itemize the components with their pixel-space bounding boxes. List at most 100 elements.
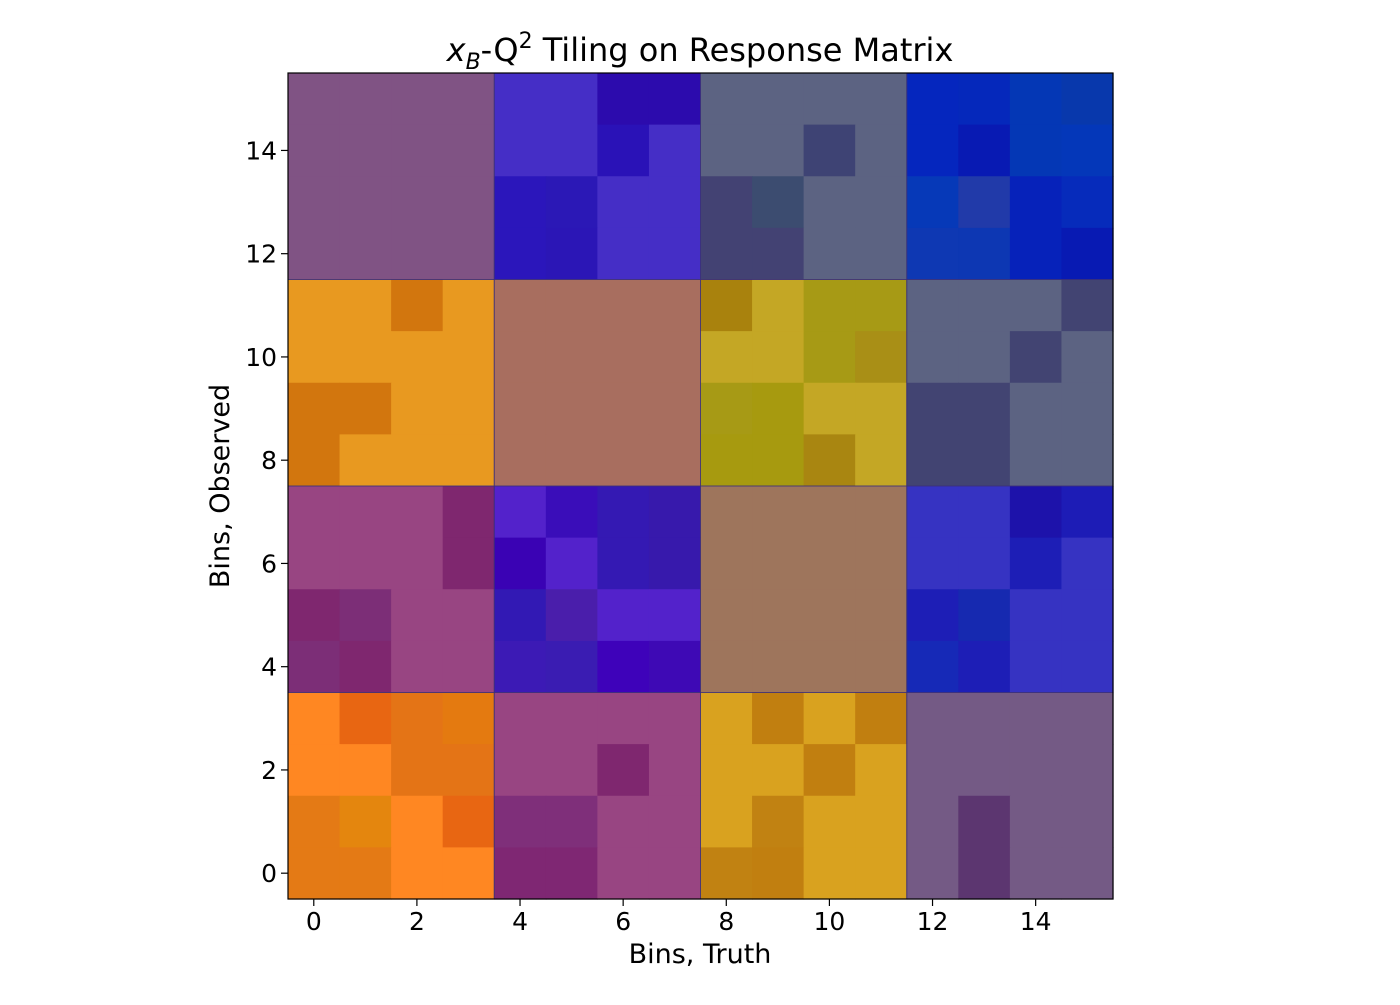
heatmap-cell [648, 486, 702, 539]
heatmap-cell [752, 795, 805, 848]
heatmap-cell [391, 279, 444, 332]
heatmap-cell [1061, 434, 1114, 487]
heatmap-cell [494, 744, 547, 797]
heatmap-cell [700, 692, 753, 745]
heatmap-cell [906, 279, 959, 332]
heatmap-cell [545, 537, 598, 590]
x-tick-label: 0 [306, 907, 322, 936]
heatmap-cell [803, 279, 856, 332]
x-tick-label: 8 [718, 907, 734, 936]
heatmap-cell [494, 847, 547, 900]
heatmap-cell [1009, 795, 1063, 848]
heatmap-cell [442, 486, 495, 539]
heatmap-cell [494, 124, 547, 177]
heatmap-cell [1061, 486, 1114, 539]
heatmap-cell [442, 279, 495, 332]
heatmap-cell [1061, 537, 1114, 590]
heatmap-cell [700, 434, 753, 487]
heatmap-cell [648, 382, 702, 435]
heatmap-cell [391, 331, 444, 384]
heatmap-cell [494, 279, 547, 332]
heatmap-cell [803, 486, 856, 539]
heatmap-cell [855, 73, 908, 126]
heatmap-cell [1061, 744, 1114, 797]
heatmap-cell [752, 176, 805, 229]
heatmap-cell [803, 744, 856, 797]
heatmap-cell [855, 434, 908, 487]
heatmap-cell [803, 382, 856, 435]
heatmap-cell [339, 640, 392, 694]
heatmap-cell [752, 692, 805, 745]
heatmap-cell [855, 795, 908, 848]
heatmap-cell [906, 537, 959, 590]
heatmap-cell [906, 227, 959, 281]
heatmap-cell [442, 227, 495, 281]
heatmap-cell [442, 589, 495, 642]
heatmap-cell [391, 227, 444, 281]
heatmap-cell [648, 744, 702, 797]
heatmap-cell [648, 847, 702, 900]
heatmap-cell [1009, 73, 1063, 126]
heatmap-cell [958, 279, 1011, 332]
heatmap-cell [700, 795, 753, 848]
heatmap-cell [597, 73, 650, 126]
heatmap-cell [494, 589, 547, 642]
heatmap-cell [803, 176, 856, 229]
heatmap-cell [700, 382, 753, 435]
heatmap-cell [339, 176, 392, 229]
heatmap-cell [648, 795, 702, 848]
heatmap-cell [442, 847, 495, 900]
heatmap-cell [339, 73, 392, 126]
heatmap-cell [700, 640, 753, 694]
y-axis-ticks: 0 2 4 6 8 10 12 14 [245, 136, 288, 888]
heatmap-cell [648, 692, 702, 745]
heatmap-cell [545, 640, 598, 694]
heatmap-cell [597, 331, 650, 384]
heatmap-cell [803, 795, 856, 848]
heatmap-cell [339, 279, 392, 332]
heatmap-cell [958, 331, 1011, 384]
heatmap-cell [1009, 124, 1063, 177]
heatmap-cell [597, 124, 650, 177]
heatmap-cell [545, 73, 598, 126]
heatmap-cell [803, 537, 856, 590]
heatmap-cell [339, 382, 392, 435]
heatmap-cell [545, 176, 598, 229]
heatmap-cell [1009, 279, 1063, 332]
heatmap-cell [288, 589, 341, 642]
heatmap-cell [545, 279, 598, 332]
heatmap-cell [494, 640, 547, 694]
heatmap-cell [1061, 73, 1114, 126]
y-tick-label: 6 [261, 549, 277, 578]
heatmap-cell [958, 744, 1011, 797]
heatmap-cell [391, 486, 444, 539]
y-tick-label: 4 [261, 653, 277, 682]
heatmap-cell [752, 73, 805, 126]
heatmap-cells [288, 73, 1114, 900]
heatmap-cell [288, 847, 341, 900]
heatmap-cell [906, 744, 959, 797]
heatmap-cell [339, 434, 392, 487]
y-tick-label: 2 [261, 756, 277, 785]
heatmap-cell [391, 744, 444, 797]
heatmap-cell [906, 589, 959, 642]
heatmap-cell [958, 795, 1011, 848]
heatmap-cell [648, 176, 702, 229]
heatmap-cell [752, 640, 805, 694]
heatmap-cell [339, 124, 392, 177]
heatmap-cell [1061, 589, 1114, 642]
heatmap-cell [442, 434, 495, 487]
heatmap-cell [442, 537, 495, 590]
heatmap-cell [339, 795, 392, 848]
heatmap-cell [1061, 124, 1114, 177]
heatmap-cell [597, 486, 650, 539]
x-axis-label: Bins, Truth [629, 939, 772, 970]
heatmap-cell [855, 589, 908, 642]
heatmap-cell [906, 795, 959, 848]
heatmap-cell [1061, 382, 1114, 435]
heatmap-cell [545, 227, 598, 281]
heatmap-cell [752, 227, 805, 281]
heatmap-cell [391, 176, 444, 229]
heatmap-cell [700, 744, 753, 797]
